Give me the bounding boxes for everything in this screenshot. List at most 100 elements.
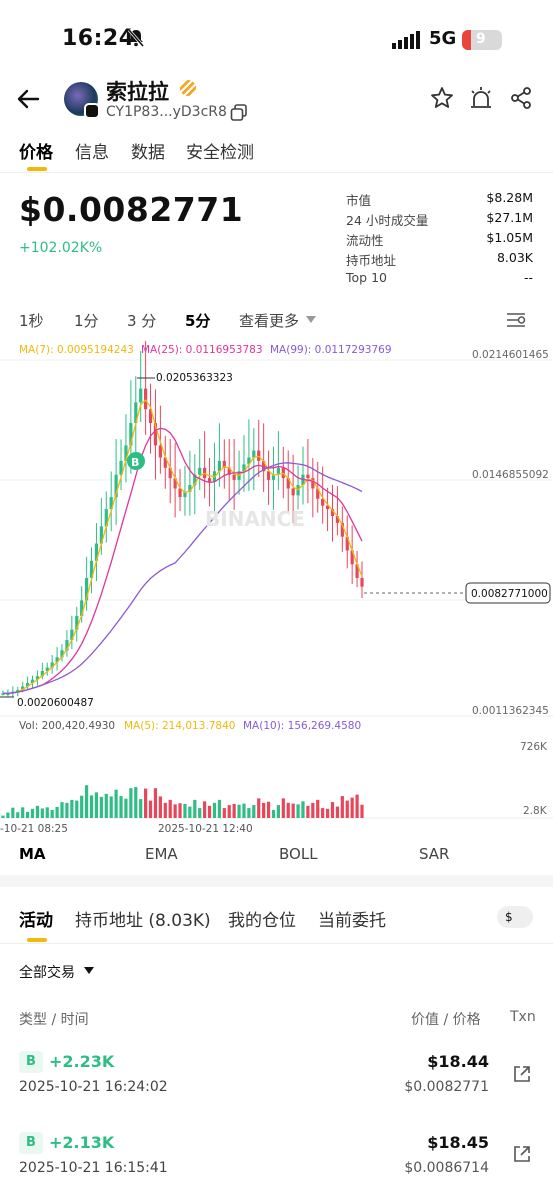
indicator-boll[interactable]: BOLL xyxy=(279,845,318,863)
stat-value: 8.03K xyxy=(496,250,533,265)
mute-bell-icon xyxy=(127,29,145,47)
interval-1s[interactable]: 1秒 xyxy=(19,312,44,330)
candle-body xyxy=(1,693,5,695)
buy-marker-icon[interactable] xyxy=(127,452,145,470)
candle-body xyxy=(25,683,30,687)
tab-data[interactable]: 数据 xyxy=(131,143,165,163)
interval-more[interactable]: 查看更多 xyxy=(239,312,300,330)
tab-security[interactable]: 安全检测 xyxy=(186,143,254,163)
share-icon[interactable] xyxy=(509,86,533,110)
tab-activity[interactable]: 活动 xyxy=(19,911,53,931)
volume-bar xyxy=(104,793,108,818)
tab-open-orders[interactable]: 当前委托 xyxy=(318,911,386,931)
candles-group xyxy=(1,340,364,698)
candle-body xyxy=(252,450,256,458)
tx-price: $0.0082771 xyxy=(404,1079,489,1095)
candle-body xyxy=(50,662,54,668)
volume-bar xyxy=(173,804,177,818)
candle-body xyxy=(335,516,340,523)
candle-body xyxy=(340,522,344,537)
section-gap xyxy=(0,875,553,887)
external-link-icon[interactable] xyxy=(512,1064,532,1084)
candle-body xyxy=(325,505,330,510)
copy-icon[interactable] xyxy=(230,104,248,122)
volume-axis-label: 2.8K xyxy=(523,805,548,817)
volume-bar xyxy=(203,801,207,818)
candle-body xyxy=(193,474,197,486)
candle-body xyxy=(60,650,64,658)
volume-bar xyxy=(257,798,261,818)
candle-body xyxy=(45,667,49,672)
interval-5m[interactable]: 5分 xyxy=(185,312,211,330)
candle-body xyxy=(207,478,212,482)
tab-holders[interactable]: 持币地址 (8.03K) xyxy=(75,911,211,931)
external-link-icon[interactable] xyxy=(512,1144,532,1164)
candle-body xyxy=(80,600,84,616)
volume-bar xyxy=(296,804,300,818)
candle-body xyxy=(271,474,276,480)
candlestick-chart[interactable]: MA(7): 0.0095194243 MA(25): 0.0116953783… xyxy=(0,338,553,838)
volume-bar xyxy=(252,805,256,818)
currency-toggle[interactable]: $ xyxy=(497,906,533,928)
tx-side-badge: B xyxy=(19,1132,43,1154)
interval-3m[interactable]: 3 分 xyxy=(127,312,157,330)
volume-bar xyxy=(178,803,182,818)
buy-marker-label: B xyxy=(131,456,139,469)
tx-amount: +2.13K xyxy=(49,1133,115,1152)
candle-body xyxy=(276,467,280,475)
watermark: BINANCE xyxy=(205,507,305,531)
indicator-ema[interactable]: EMA xyxy=(145,845,178,863)
ma-lines-group xyxy=(3,399,363,695)
stat-label: 持币地址 xyxy=(346,253,397,268)
volume-bar xyxy=(50,809,54,818)
volume-bar xyxy=(119,796,123,818)
candle-body xyxy=(134,402,138,424)
candle-body xyxy=(139,388,143,403)
candle-body xyxy=(286,478,290,489)
volume-bar xyxy=(16,812,20,818)
candle-body xyxy=(148,409,153,424)
y-axis-label: 0.0214601465 xyxy=(472,349,549,361)
ma7-legend: MA(7): 0.0095194243 xyxy=(19,344,134,356)
volume-axis-label: 726K xyxy=(520,741,548,753)
volume-bar xyxy=(70,799,74,818)
hot-badge-icon xyxy=(180,80,196,96)
candle-body xyxy=(114,474,118,498)
candle-body xyxy=(330,509,335,517)
star-icon[interactable] xyxy=(430,86,454,110)
volume-bar xyxy=(158,796,162,818)
tab-my-positions[interactable]: 我的仓位 xyxy=(228,911,296,931)
y-axis-label: 0.0146855092 xyxy=(472,469,549,481)
volume-bar xyxy=(163,802,167,818)
indicator-sar[interactable]: SAR xyxy=(419,845,450,863)
candle-body xyxy=(311,478,315,489)
chart-settings-icon[interactable] xyxy=(506,311,526,329)
ma25-line xyxy=(3,427,363,695)
tab-indicator xyxy=(27,167,47,171)
candle-body xyxy=(119,460,123,475)
current-price: $0.0082771 xyxy=(19,190,244,229)
trade-filter-dropdown[interactable]: 全部交易 xyxy=(19,965,75,981)
tab-info[interactable]: 信息 xyxy=(75,143,109,163)
indicator-ma[interactable]: MA xyxy=(19,845,46,863)
tab-price[interactable]: 价格 xyxy=(19,143,53,163)
ma7-line xyxy=(3,399,363,695)
candle-body xyxy=(30,679,35,684)
high-label: 0.0205363323 xyxy=(156,372,233,384)
volume-bar xyxy=(306,805,310,818)
alert-icon[interactable] xyxy=(469,86,493,110)
ma25-legend: MA(25): 0.0116953783 xyxy=(141,344,263,356)
volume-bar xyxy=(227,805,231,818)
candle-body xyxy=(129,423,133,446)
interval-1m[interactable]: 1分 xyxy=(74,312,99,330)
volume-bar xyxy=(281,798,285,818)
candle-body xyxy=(158,445,162,458)
candle-body xyxy=(198,467,202,475)
volume-bar xyxy=(311,802,315,818)
volume-bar xyxy=(335,806,340,818)
candle-body xyxy=(21,686,25,690)
candle-body xyxy=(306,474,310,479)
back-arrow-icon[interactable] xyxy=(16,88,40,110)
tx-time: 2025-10-21 16:24:02 xyxy=(19,1079,168,1095)
volume-bar xyxy=(75,800,79,818)
